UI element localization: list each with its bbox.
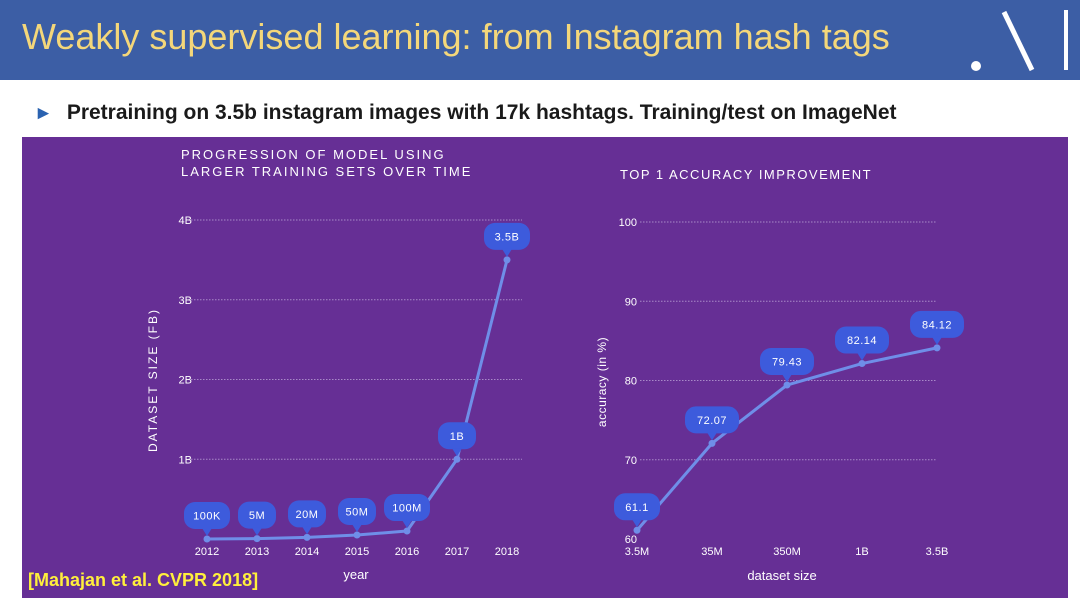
data-label-bubble [438,422,476,450]
y-tick-label: 80 [625,376,637,388]
x-tick-label: 350M [773,546,801,558]
data-label: 5M [249,510,265,522]
data-label-bubble [384,494,430,522]
data-point [403,527,411,535]
data-label-pointer [782,374,792,383]
data-point [633,526,641,534]
data-point [783,381,791,389]
data-point [203,535,211,543]
x-tick-label: 2014 [295,546,319,558]
y-tick-label: 100 [619,217,637,229]
data-label-bubble [835,326,889,354]
data-label-pointer [502,248,512,257]
data-label: 1B [450,431,464,443]
data-label-bubble [288,500,326,528]
data-label-pointer [402,520,412,529]
x-tick-label: 2015 [345,546,369,558]
data-label-pointer [632,519,642,528]
chart-title-line: TOP 1 ACCURACY IMPROVEMENT [620,167,872,182]
x-tick-label: 35M [701,546,722,558]
y-axis-label: accuracy (in %) [595,337,609,427]
subtitle: ► Pretraining on 3.5b instagram images wi… [34,101,897,125]
data-point [933,344,941,352]
x-tick-label: 1B [855,546,868,558]
chart-title-line: LARGER TRAINING SETS OVER TIME [181,164,472,179]
header-bar: Weakly supervised learning: from Instagr… [0,0,1080,80]
data-point [253,535,261,543]
x-tick-label: 2016 [395,546,419,558]
data-label-pointer [707,432,717,441]
citation: [Mahajan et al. CVPR 2018] [28,570,259,590]
x-tick-label: 2012 [195,546,219,558]
bullet-icon: ► [34,103,53,124]
x-tick-label: 2017 [445,546,469,558]
x-tick-label: 2013 [245,546,269,558]
data-label-bubble [238,501,276,529]
data-label: 3.5B [495,231,520,243]
data-label-bubble [760,348,814,376]
data-label-bubble [910,310,964,338]
y-tick-label: 3B [179,295,192,307]
series-line [206,259,509,541]
y-tick-label: 1B [179,454,192,466]
chart-panel: PROGRESSION OF MODEL USING LARGER TRAININ… [22,137,1068,598]
data-label-bubble [484,222,530,250]
y-tick-label: 90 [625,296,637,308]
data-label-pointer [352,524,362,533]
slide-title: Weakly supervised learning: from Instagr… [22,16,890,57]
y-axis-label: DATASET SIZE (FB) [146,308,160,452]
data-label: 61.1 [625,502,648,514]
data-point [353,531,361,539]
chart-title-line: PROGRESSION OF MODEL USING [181,147,446,162]
data-label: 100M [392,503,422,515]
data-label-pointer [857,352,867,361]
x-tick-label: 2018 [495,546,519,558]
data-point [708,439,716,447]
data-point [453,455,461,463]
y-tick-label: 2B [179,375,192,387]
y-tick-label: 70 [625,455,637,467]
x-axis-label: dataset size [747,568,816,583]
data-label: 82.14 [847,335,877,347]
data-label-pointer [452,448,462,457]
data-point [303,533,311,541]
subtitle-text: Pretraining on 3.5b instagram images wit… [66,101,897,124]
y-tick-label: 4B [179,215,192,227]
data-label: 50M [346,507,369,519]
data-label-bubble [685,406,739,434]
data-label-pointer [252,527,262,536]
data-label: 84.12 [922,319,952,331]
data-label: 79.43 [772,357,802,369]
data-point [503,256,511,264]
data-label: 100K [193,510,221,522]
data-label-pointer [932,336,942,345]
data-point [858,360,866,368]
x-tick-label: 3.5B [926,546,949,558]
data-label: 72.07 [697,415,727,427]
data-label-bubble [614,493,660,521]
data-label-pointer [202,527,212,536]
x-tick-label: 3.5M [625,546,649,558]
charts-svg: PROGRESSION OF MODEL USING LARGER TRAININ… [146,147,964,583]
data-label: 20M [296,509,319,521]
data-label-bubble [338,498,376,526]
x-axis-label: year [343,567,369,582]
data-label-pointer [302,526,312,535]
y-tick-label: 60 [625,534,637,546]
data-label-bubble [184,501,230,529]
logo-icon [971,10,1068,72]
